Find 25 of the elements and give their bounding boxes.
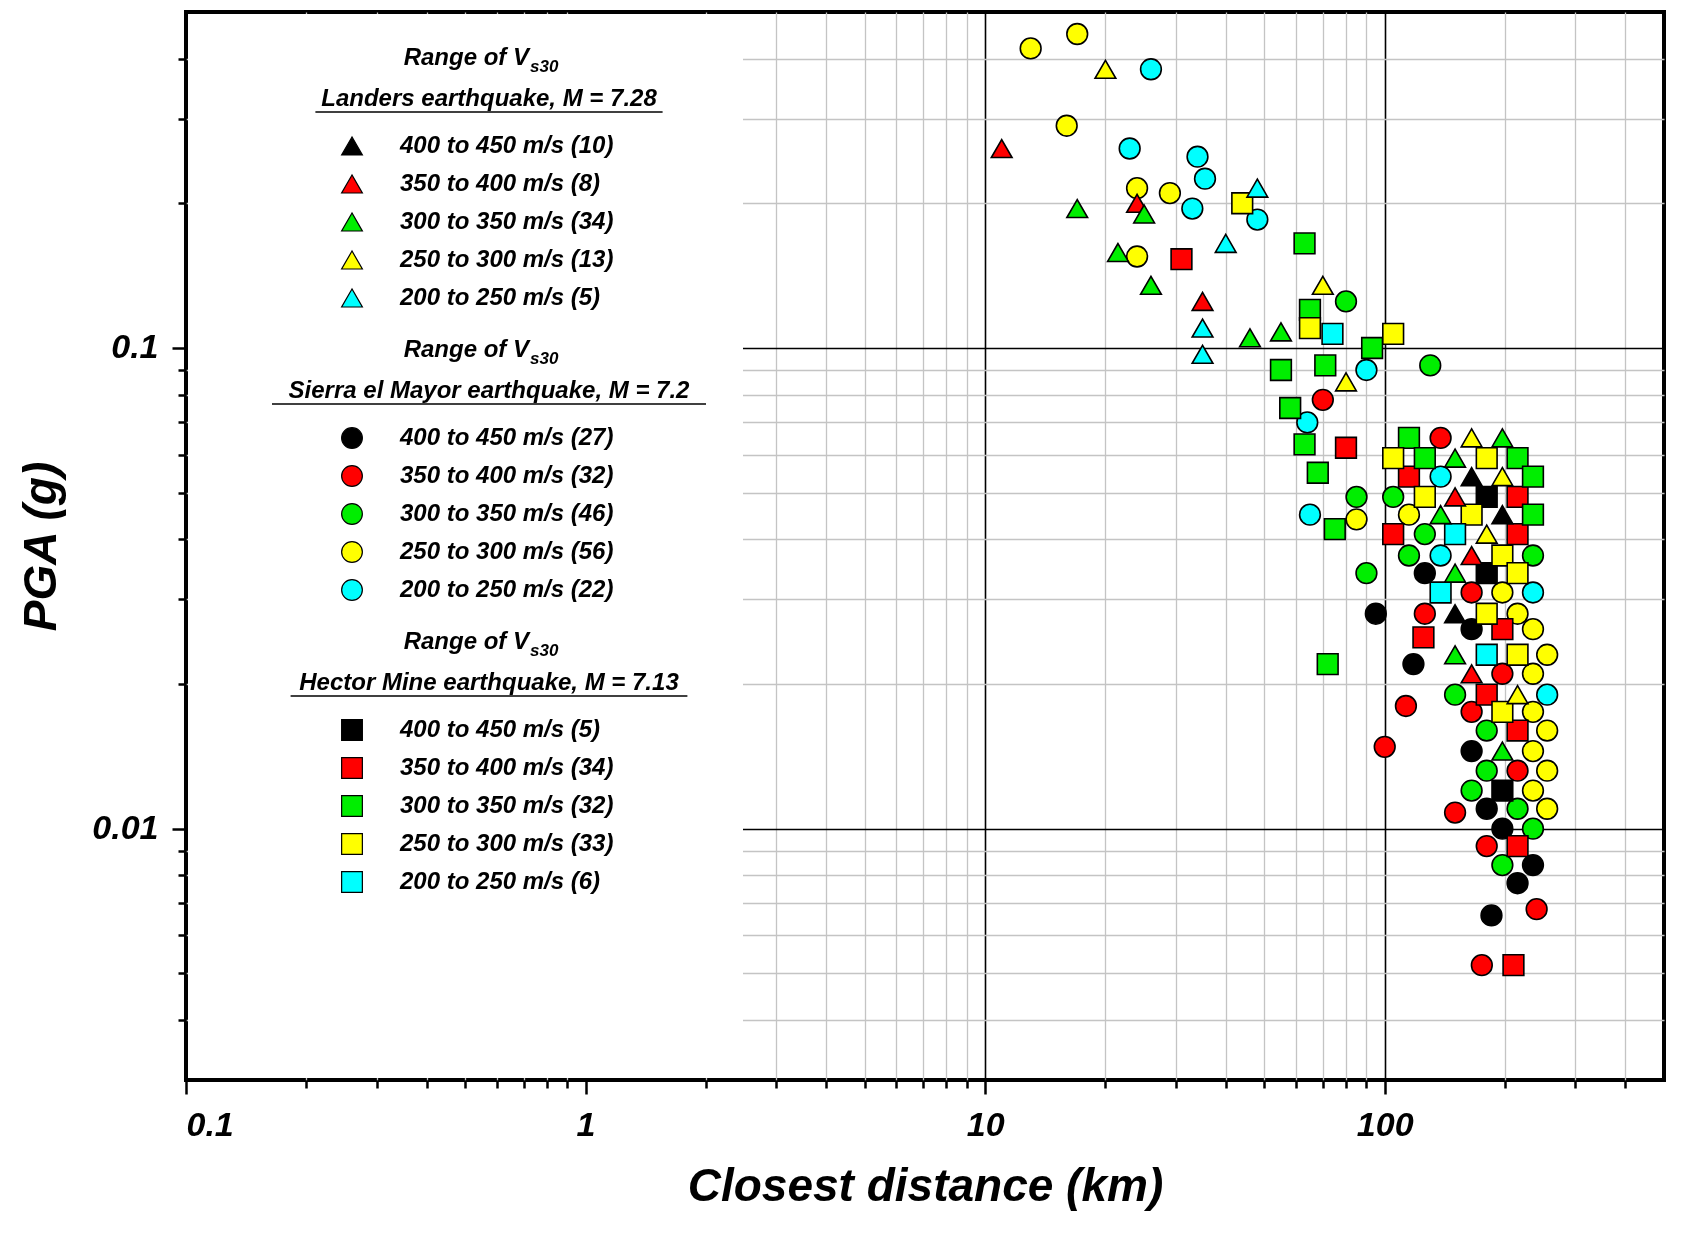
legend-label: 300 to 350 m/s (34): [400, 207, 614, 234]
legend-label: 200 to 250 m/s (22): [399, 575, 614, 602]
legend-label: 300 to 350 m/s (32): [400, 791, 614, 818]
x-tick-label: 1: [576, 1104, 596, 1143]
legend-label: 400 to 450 m/s (10): [399, 131, 614, 158]
x-axis-title: Closest distance (km): [687, 1158, 1164, 1211]
legend-label: 250 to 300 m/s (33): [399, 829, 614, 856]
legend-label: 300 to 350 m/s (46): [400, 499, 614, 526]
y-axis-title: PGA (g): [14, 461, 67, 632]
legend-label: 350 to 400 m/s (32): [400, 461, 614, 488]
legend-label: 350 to 400 m/s (34): [400, 753, 614, 780]
annotation: Landers earthquake, M = 7.28: [321, 84, 658, 111]
legend-label: 400 to 450 m/s (27): [399, 423, 614, 450]
legend-label: 250 to 300 m/s (13): [399, 245, 614, 272]
annotation: Hector Mine earthquake, M = 7.13: [299, 668, 680, 695]
x-tick-label: 0.1: [186, 1104, 234, 1143]
legend-label: 200 to 250 m/s (5): [399, 283, 601, 310]
annotation: Sierra el Mayor earthquake, M = 7.2: [288, 376, 691, 403]
legend-label: 350 to 400 m/s (8): [400, 169, 601, 196]
x-tick-label: 10: [966, 1104, 1005, 1143]
legend-label: 400 to 450 m/s (5): [399, 715, 601, 742]
legend-label: 200 to 250 m/s (6): [399, 867, 601, 894]
x-tick-label: 100: [1356, 1104, 1414, 1143]
y-tick-label: 0.01: [92, 808, 159, 847]
legend-label: 250 to 300 m/s (56): [399, 537, 614, 564]
